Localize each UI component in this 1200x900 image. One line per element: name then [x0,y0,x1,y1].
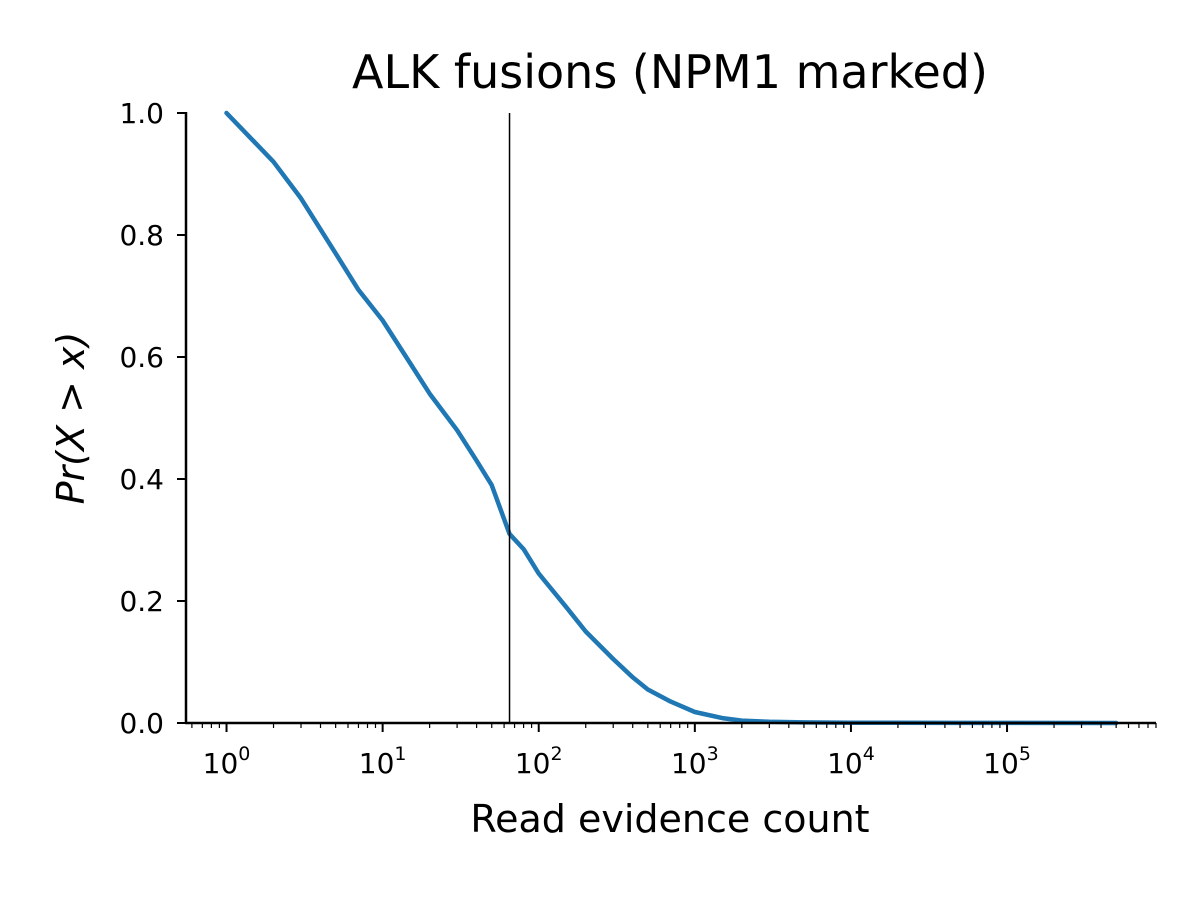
y-tick-label-1: 0.2 [119,585,164,618]
plot-area: 0.0 0.2 0.4 0.6 0.8 1.0 100 101 102 103 104 105 [119,97,1157,780]
x-tick-label-5: 105 [983,743,1031,780]
y-tick-label-5: 1.0 [119,97,164,130]
y-axis-label: Pr(X > x) [49,332,93,505]
chart-title: ALK fusions (NPM1 marked) [352,45,988,99]
x-tick-label-2: 102 [515,743,563,780]
series-line-0 [224,110,1119,726]
y-tick-label-2: 0.4 [119,463,164,496]
y-tick-label-3: 0.6 [119,341,164,374]
x-tick-label-0: 100 [203,743,251,780]
x-tick-label-3: 103 [671,743,719,780]
y-tick-label-4: 0.8 [119,219,164,252]
y-tick-label-0: 0.0 [119,707,164,740]
x-axis-label: Read evidence count [470,797,869,841]
x-tick-label-1: 101 [359,743,407,780]
x-tick-label-4: 104 [827,743,875,780]
